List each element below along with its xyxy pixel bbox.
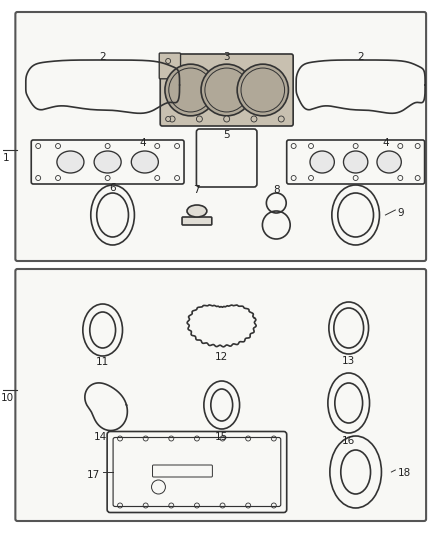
Circle shape	[196, 116, 202, 122]
FancyBboxPatch shape	[182, 217, 212, 225]
Circle shape	[169, 116, 175, 122]
Ellipse shape	[94, 151, 121, 173]
Text: 17: 17	[86, 470, 100, 480]
Text: 4: 4	[139, 138, 146, 148]
Ellipse shape	[187, 205, 207, 217]
Text: 7: 7	[194, 185, 200, 195]
Text: 13: 13	[342, 356, 355, 366]
Text: 5: 5	[223, 130, 230, 140]
Circle shape	[166, 59, 171, 63]
Text: 8: 8	[273, 185, 279, 195]
Text: 18: 18	[397, 468, 410, 478]
Circle shape	[166, 117, 171, 122]
Text: 2: 2	[99, 52, 106, 62]
Circle shape	[224, 116, 230, 122]
Ellipse shape	[377, 151, 401, 173]
Text: 15: 15	[215, 432, 228, 442]
Circle shape	[278, 116, 284, 122]
Text: 16: 16	[342, 436, 355, 446]
Text: 10: 10	[1, 393, 14, 403]
Text: 11: 11	[96, 357, 110, 367]
FancyBboxPatch shape	[15, 269, 426, 521]
Circle shape	[169, 68, 212, 112]
Circle shape	[205, 68, 248, 112]
Text: 3: 3	[223, 52, 230, 62]
Ellipse shape	[310, 151, 334, 173]
Circle shape	[251, 116, 257, 122]
Text: 2: 2	[357, 52, 364, 62]
Circle shape	[237, 64, 289, 116]
Text: 4: 4	[382, 138, 389, 148]
Ellipse shape	[131, 151, 159, 173]
Circle shape	[241, 68, 285, 112]
Text: 6: 6	[109, 183, 116, 193]
Circle shape	[201, 64, 252, 116]
Text: 1: 1	[3, 153, 10, 163]
Text: 12: 12	[215, 352, 228, 362]
Circle shape	[165, 64, 216, 116]
FancyBboxPatch shape	[160, 54, 293, 126]
Ellipse shape	[343, 151, 368, 173]
Text: 9: 9	[397, 208, 404, 218]
Ellipse shape	[57, 151, 84, 173]
FancyBboxPatch shape	[15, 12, 426, 261]
Text: 14: 14	[94, 432, 107, 442]
FancyBboxPatch shape	[159, 53, 180, 79]
